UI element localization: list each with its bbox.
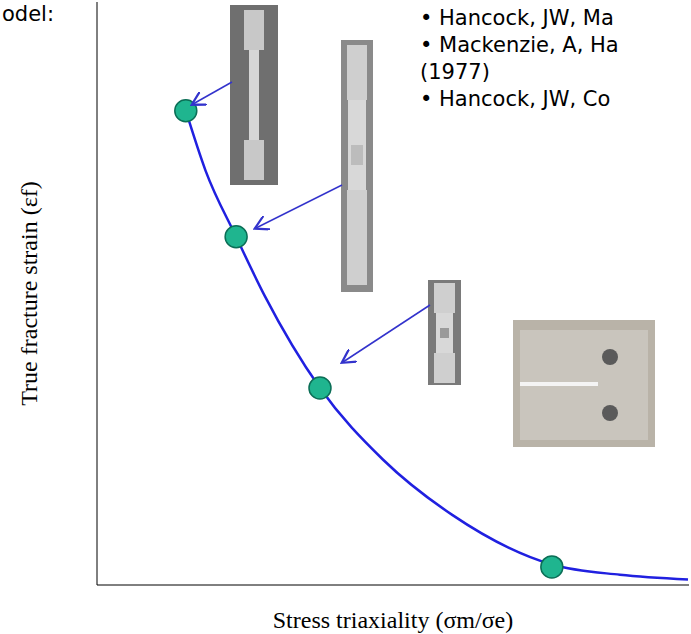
html-text:• Hancock, JW, Ma: • Hancock, JW, Ma <box>420 6 614 30</box>
html-text:• Hancock, JW, Co: • Hancock, JW, Co <box>420 87 611 111</box>
html-text:(1977): (1977) <box>420 60 490 84</box>
html-text:• Mackenzie, A, Ha: • Mackenzie, A, Ha <box>420 33 619 57</box>
html-text:odel:: odel: <box>2 2 54 26</box>
svg-text:Stress triaxiality (σm/σe): Stress triaxiality (σm/σe) <box>273 607 514 633</box>
svg-text:True fracture strain (εf): True fracture strain (εf) <box>16 181 42 405</box>
